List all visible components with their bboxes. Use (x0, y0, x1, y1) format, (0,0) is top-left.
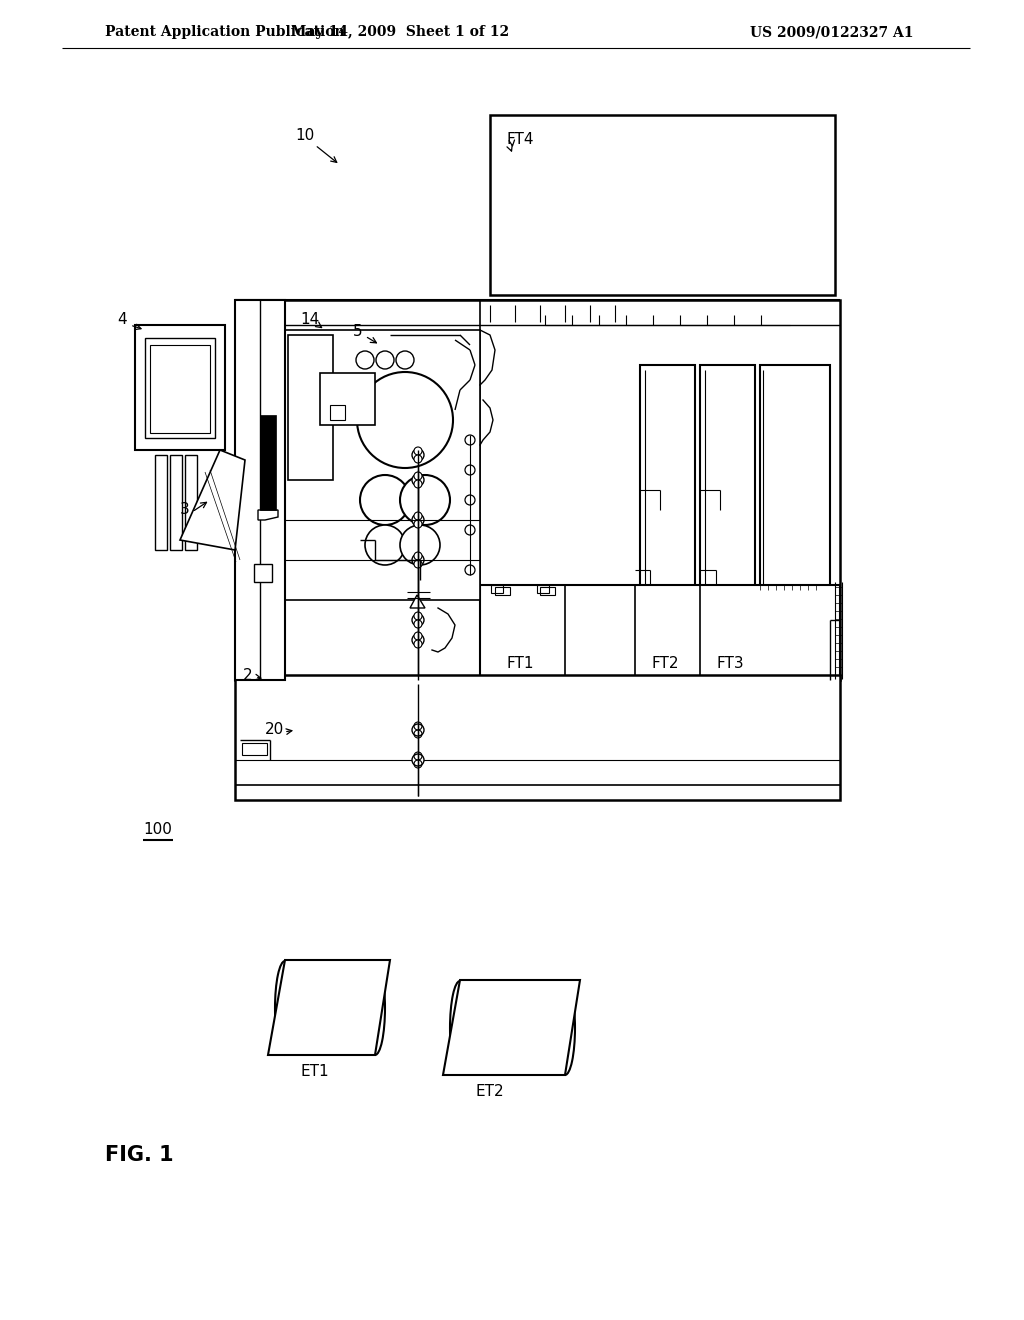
Bar (254, 564, 272, 582)
Bar (234, 300, 285, 680)
Circle shape (414, 552, 422, 560)
Text: US 2009/0122327 A1: US 2009/0122327 A1 (750, 25, 913, 40)
Circle shape (360, 475, 410, 525)
Circle shape (465, 525, 475, 535)
Bar (700, 366, 755, 620)
Text: 14: 14 (300, 313, 319, 327)
Circle shape (414, 447, 422, 455)
Bar (260, 414, 276, 510)
Circle shape (400, 525, 440, 565)
Circle shape (414, 473, 422, 480)
Bar (540, 587, 555, 595)
Bar (234, 300, 840, 680)
Circle shape (412, 449, 424, 461)
Circle shape (412, 634, 424, 645)
Circle shape (357, 372, 453, 469)
Circle shape (355, 378, 361, 383)
Circle shape (414, 612, 422, 620)
Text: 10: 10 (295, 128, 314, 143)
Text: Patent Application Publication: Patent Application Publication (105, 25, 345, 40)
Bar (480, 585, 840, 680)
Circle shape (414, 512, 422, 520)
Bar (288, 335, 333, 480)
Circle shape (412, 554, 424, 566)
Bar (234, 675, 840, 800)
Circle shape (365, 525, 406, 565)
Circle shape (465, 495, 475, 506)
Circle shape (465, 465, 475, 475)
Circle shape (412, 754, 424, 766)
Bar (490, 585, 503, 593)
Text: FT4: FT4 (507, 132, 535, 148)
Bar (640, 366, 695, 620)
Text: 5: 5 (353, 325, 362, 339)
Circle shape (412, 513, 424, 525)
Polygon shape (258, 510, 278, 520)
Polygon shape (443, 979, 580, 1074)
Circle shape (400, 475, 450, 525)
Circle shape (412, 723, 424, 737)
Circle shape (412, 614, 424, 626)
Text: ET1: ET1 (301, 1064, 330, 1080)
Bar (145, 338, 215, 438)
Circle shape (412, 474, 424, 486)
Bar (135, 325, 225, 450)
Bar (285, 330, 480, 601)
Bar (319, 374, 375, 425)
Circle shape (414, 480, 422, 488)
Polygon shape (268, 960, 390, 1055)
Text: ET2: ET2 (476, 1085, 504, 1100)
Text: 100: 100 (143, 822, 172, 837)
Text: May 14, 2009  Sheet 1 of 12: May 14, 2009 Sheet 1 of 12 (291, 25, 509, 40)
Text: FT1: FT1 (506, 656, 534, 671)
Bar (495, 587, 510, 595)
Text: 4: 4 (117, 313, 127, 327)
Polygon shape (180, 450, 245, 550)
Bar (760, 366, 830, 620)
Bar (242, 743, 267, 755)
Text: 3: 3 (180, 503, 189, 517)
Text: 2: 2 (243, 668, 253, 682)
Circle shape (465, 436, 475, 445)
Circle shape (414, 560, 422, 568)
Polygon shape (410, 595, 425, 609)
Circle shape (414, 632, 422, 640)
Text: 20: 20 (265, 722, 285, 738)
Circle shape (414, 520, 422, 528)
Circle shape (414, 455, 422, 463)
Text: FT2: FT2 (651, 656, 679, 671)
Bar (150, 345, 210, 433)
Bar (185, 455, 197, 550)
Bar (537, 585, 549, 593)
Text: FT3: FT3 (716, 656, 743, 671)
Text: FIG. 1: FIG. 1 (105, 1144, 174, 1166)
Bar (170, 455, 182, 550)
Bar (330, 405, 345, 420)
Circle shape (414, 640, 422, 648)
Bar (490, 115, 835, 294)
Circle shape (465, 565, 475, 576)
Circle shape (414, 620, 422, 628)
Bar (155, 455, 167, 550)
